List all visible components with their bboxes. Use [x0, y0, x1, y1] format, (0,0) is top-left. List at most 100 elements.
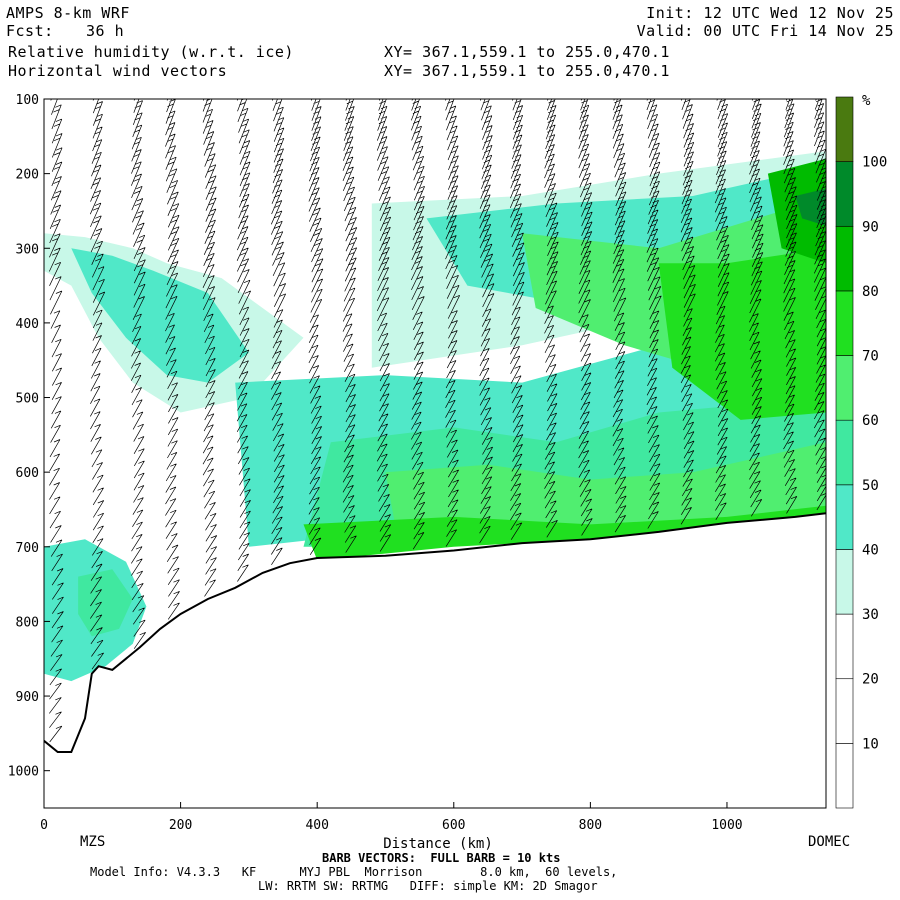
barb-column-path — [410, 99, 426, 550]
x-tick-label: 800 — [579, 818, 602, 833]
colorbar-box — [835, 419, 854, 486]
barb-column-20 — [749, 99, 764, 517]
barb-column-22 — [813, 99, 826, 511]
terrain-line — [44, 512, 826, 753]
barb-column-path — [680, 99, 696, 525]
colorbar-box — [835, 161, 854, 227]
rh-region-3 — [78, 569, 133, 637]
x-tick-label: 1000 — [711, 818, 742, 833]
barb-column-19 — [714, 99, 730, 520]
barb-column-14 — [544, 99, 559, 538]
barb-column-path — [130, 99, 146, 649]
barb-column-path — [813, 99, 826, 511]
model-title: AMPS 8-km WRF — [6, 4, 130, 22]
barb-column-path — [479, 99, 495, 544]
y-tick-label: 200 — [16, 168, 39, 183]
colorbar-box — [835, 225, 854, 292]
endpoint-left: MZS — [80, 834, 105, 850]
barb-column-path — [612, 99, 627, 533]
y-tick-label: 700 — [16, 541, 39, 556]
y-tick-label: 600 — [16, 466, 39, 481]
barb-column-7 — [308, 99, 324, 555]
barb-column-path — [236, 99, 252, 582]
y-tick-label: 800 — [16, 615, 39, 630]
colorbar-box — [835, 678, 854, 744]
field-title-rh: Relative humidity (w.r.t. ice) — [8, 43, 294, 61]
colorbar-label: 50 — [862, 478, 879, 494]
barb-column-5 — [236, 99, 252, 582]
barb-column-path — [783, 99, 798, 514]
colorbar-label: 70 — [862, 349, 879, 365]
barb-column-0 — [48, 99, 64, 743]
terrain-fill — [44, 513, 826, 808]
barb-column-3 — [165, 99, 180, 620]
x-axis-label: Distance (km) — [383, 836, 493, 852]
colorbar-label: 60 — [862, 413, 879, 429]
y-tick-label: 300 — [16, 242, 39, 257]
barb-column-path — [714, 99, 730, 520]
rh-shading — [44, 151, 826, 682]
barb-column-path — [445, 99, 461, 547]
colorbar-box — [835, 743, 854, 809]
colorbar-box — [835, 355, 854, 421]
colorbar-box — [835, 549, 854, 615]
barb-column-path — [578, 99, 593, 536]
xy-line-2: XY= 367.1,559.1 to 255.0,470.1 — [384, 62, 670, 80]
colorbar-unit: % — [862, 93, 871, 109]
rh-region-12 — [767, 158, 826, 264]
barb-column-path — [165, 99, 180, 620]
barb-column-path — [509, 99, 525, 540]
barb-column-6 — [270, 99, 287, 565]
barb-column-1 — [89, 99, 106, 670]
colorbar-label: 100 — [862, 155, 887, 171]
rh-region-7 — [303, 505, 826, 561]
y-tick-label: 900 — [16, 690, 39, 705]
plot-frame — [43, 98, 827, 809]
barb-column-2 — [130, 99, 146, 649]
barb-column-4 — [202, 99, 218, 597]
barb-column-10 — [410, 99, 426, 550]
model-info: Model Info: V4.3.3 KF MYJ PBL Morrison 8… — [90, 865, 618, 879]
field-title-wind: Horizontal wind vectors — [8, 62, 228, 80]
barb-column-path — [342, 99, 358, 553]
fcst-label: Fcst: — [6, 22, 54, 40]
colorbar: 10 20 30 40 50 60 70 80 90 100 — [835, 96, 887, 809]
y-tick-label: 1000 — [8, 765, 39, 780]
barb-column-13 — [509, 99, 525, 540]
terrain — [44, 512, 826, 808]
x-tick-label: 400 — [305, 818, 328, 833]
barb-column-path — [308, 99, 324, 555]
barb-column-path — [270, 99, 287, 565]
y-tick-label: 400 — [16, 317, 39, 332]
xy-line-1: XY= 367.1,559.1 to 255.0,470.1 — [384, 43, 670, 61]
endpoint-right: DOMEC — [808, 834, 850, 850]
axes: 100 200 300 400 500 600 700 800 900 1000 0 200 400 60… — [8, 93, 743, 833]
barb-column-17 — [646, 99, 662, 529]
colorbar-label: 10 — [862, 736, 879, 752]
colorbar-box — [835, 484, 854, 550]
barb-column-9 — [376, 99, 392, 552]
init-time: Init: 12 UTC Wed 12 Nov 25 — [646, 4, 894, 22]
barb-column-path — [749, 99, 764, 517]
barb-column-18 — [680, 99, 696, 525]
barb-column-16 — [612, 99, 627, 533]
colorbar-box — [835, 96, 854, 162]
colorbar-label: 90 — [862, 219, 879, 235]
colorbar-label: 40 — [862, 542, 879, 558]
y-tick-label: 500 — [16, 392, 39, 407]
barb-column-path — [89, 99, 106, 670]
barb-column-8 — [342, 99, 358, 553]
y-tick-label: 100 — [16, 93, 39, 108]
barb-column-path — [646, 99, 662, 529]
barb-column-path — [48, 99, 64, 743]
barb-column-path — [376, 99, 392, 552]
x-tick-label: 0 — [40, 818, 48, 833]
colorbar-label: 20 — [862, 672, 879, 688]
barb-column-11 — [445, 99, 461, 547]
colorbar-box — [835, 290, 854, 356]
colorbar-box — [835, 613, 854, 680]
colorbar-label: 80 — [862, 284, 879, 300]
physics-info: LW: RRTM SW: RRTMG DIFF: simple KM: 2D S… — [258, 879, 598, 893]
wind-barbs — [48, 99, 826, 743]
